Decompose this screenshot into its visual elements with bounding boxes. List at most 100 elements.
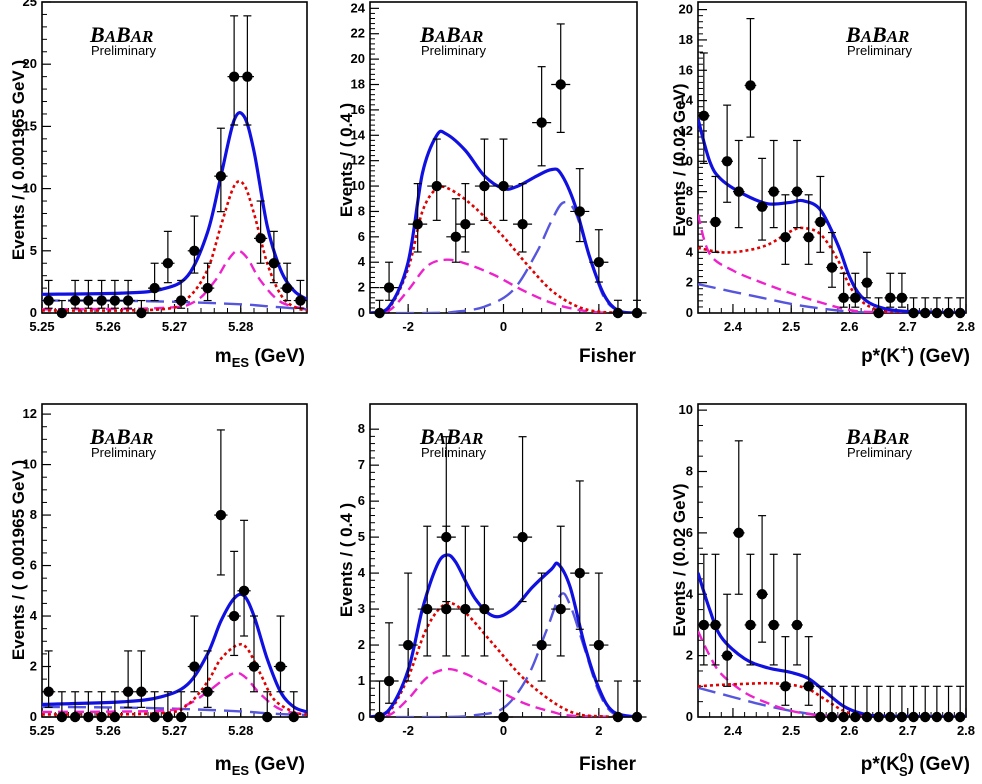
logo-ar: AR: [460, 429, 484, 448]
data-point: [255, 233, 266, 244]
y-axis-label: Events / ( 0.001965 GeV ): [9, 60, 28, 260]
y-tick-label: 4: [358, 565, 366, 580]
data-point: [122, 686, 134, 697]
x-tick-label: 2: [595, 723, 602, 738]
data-point: [136, 686, 147, 697]
data-point: [383, 675, 395, 687]
data-point: [574, 567, 585, 579]
x-tick-label: 2.5: [782, 319, 800, 334]
x-axis-label: Fisher: [579, 346, 637, 367]
x-axis-label: Fisher: [579, 754, 637, 775]
peaking-bkg-curve: [370, 667, 637, 717]
data-point: [262, 711, 273, 723]
preliminary-label: Preliminary: [91, 445, 157, 460]
data-point: [109, 711, 121, 723]
logo-b1: B: [419, 22, 435, 47]
logo-a: A: [434, 429, 446, 448]
data-point: [943, 711, 954, 723]
data-point: [745, 80, 756, 91]
data-point: [593, 257, 605, 268]
y-tick-label: 2: [30, 659, 37, 674]
data-point: [460, 218, 471, 230]
y-tick-label: 7: [358, 457, 365, 472]
logo-b2: B: [445, 22, 461, 47]
data-point: [479, 180, 490, 192]
data-point: [756, 589, 768, 600]
x-tick-label: -2: [402, 319, 414, 334]
x-tick-label: 5.25: [29, 723, 54, 738]
data-point: [517, 218, 528, 230]
y-tick-label: 10: [679, 153, 693, 168]
data-point: [954, 711, 966, 723]
data-point: [896, 711, 908, 723]
y-tick-label: 12: [351, 153, 365, 168]
xlabel-m: m: [215, 754, 232, 775]
data-point: [288, 711, 299, 723]
y-tick-label: 8: [30, 507, 37, 522]
y-tick-label: 12: [23, 406, 37, 421]
data-point: [202, 686, 213, 697]
data-point: [412, 218, 423, 230]
y-tick-label: 20: [351, 51, 365, 66]
data-point: [498, 711, 509, 723]
babar-logo: BABAR: [419, 22, 483, 47]
y-tick-label: 6: [358, 229, 365, 244]
data-point: [920, 307, 931, 319]
total-fit-curve: [370, 129, 637, 313]
plot-frame: [697, 403, 967, 718]
y-tick-label: 10: [23, 457, 37, 472]
data-point: [850, 711, 861, 723]
data-point: [555, 79, 566, 90]
y-tick-label: 16: [679, 62, 693, 77]
logo-b2: B: [871, 22, 887, 47]
y-tick-label: 2: [686, 275, 693, 290]
data-point: [202, 282, 213, 294]
plot-frame: [41, 403, 308, 718]
data-point: [780, 231, 791, 243]
signal-curve: [370, 185, 637, 313]
data-point: [96, 295, 107, 306]
plot-frame: [41, 1, 308, 314]
data-point: [745, 619, 756, 631]
data-point: [721, 156, 733, 167]
data-point: [441, 603, 452, 615]
data-point: [162, 258, 174, 269]
data-point: [238, 585, 250, 596]
y-tick-label: 0: [686, 709, 693, 724]
data-point: [574, 206, 585, 217]
data-point: [555, 603, 566, 615]
data-point: [838, 711, 849, 723]
y-tick-label: 6: [686, 214, 693, 229]
x-tick-label: 2.6: [840, 319, 858, 334]
y-tick-label: 22: [351, 26, 365, 41]
x-tick-label: 2.5: [782, 723, 800, 738]
data-point: [96, 711, 107, 723]
data-point: [920, 711, 931, 723]
data-point: [791, 619, 803, 631]
y-tick-label: 14: [351, 127, 366, 142]
peaking-bkg-curve: [370, 258, 637, 313]
x-tick-label: -2: [402, 723, 414, 738]
y-tick-label: 6: [686, 525, 693, 540]
y-tick-label: 16: [351, 102, 365, 117]
data-point: [698, 619, 710, 631]
signal-curve: [42, 179, 307, 312]
x-tick-label: 5.28: [228, 723, 253, 738]
y-tick-label: 0: [30, 709, 37, 724]
x-tick-label: 0: [500, 723, 507, 738]
data-point: [536, 117, 547, 128]
x-tick-label: 2.8: [957, 723, 975, 738]
data-point: [612, 307, 624, 319]
y-tick-label: 25: [23, 0, 37, 9]
y-tick-label: 14: [679, 93, 694, 108]
data-point: [733, 527, 744, 539]
x-tick-label: 2.6: [840, 723, 858, 738]
y-tick-label: 8: [686, 464, 693, 479]
logo-b1: B: [419, 424, 435, 449]
data-point: [83, 711, 94, 723]
x-tick-label: 5.28: [228, 319, 253, 334]
